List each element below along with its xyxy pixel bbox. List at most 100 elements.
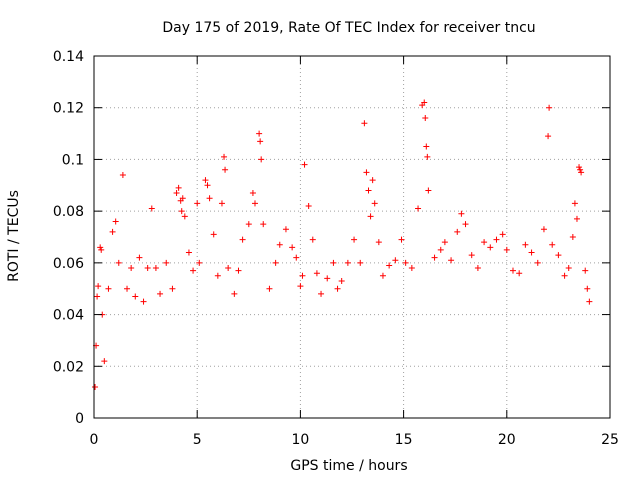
- data-point: [222, 166, 229, 173]
- data-point: [173, 190, 180, 197]
- data-point: [454, 228, 461, 235]
- data-points: [92, 99, 593, 390]
- data-point: [545, 133, 552, 140]
- data-point: [266, 285, 273, 292]
- data-point: [231, 290, 238, 297]
- data-point: [528, 249, 535, 256]
- data-point: [392, 257, 399, 264]
- data-point: [260, 221, 267, 228]
- x-tick-label: 20: [498, 432, 516, 448]
- axis-ticks: 0 5 10 15 20 25 0 0.02 0.04 0.06 0.08 0.1 0.12 0.14: [53, 49, 619, 448]
- plot-frame: [93, 55, 611, 419]
- data-point: [245, 221, 252, 228]
- data-point: [431, 254, 438, 261]
- data-point: [206, 195, 213, 202]
- x-tick-label: 0: [90, 432, 99, 448]
- data-point: [313, 270, 320, 277]
- data-point: [573, 215, 580, 222]
- data-point: [101, 358, 108, 365]
- data-point: [249, 190, 256, 197]
- data-point: [235, 267, 242, 274]
- data-point: [128, 265, 135, 272]
- data-point: [282, 226, 289, 233]
- data-point: [565, 265, 572, 272]
- data-point: [424, 153, 431, 160]
- data-point: [202, 177, 209, 184]
- data-point: [221, 153, 228, 160]
- data-point: [338, 277, 345, 284]
- data-point: [586, 298, 593, 305]
- data-point: [468, 252, 475, 259]
- data-point: [546, 104, 553, 111]
- data-point: [441, 239, 448, 246]
- data-point: [309, 236, 316, 243]
- data-point: [462, 221, 469, 228]
- data-point: [109, 228, 116, 235]
- data-point: [169, 285, 176, 292]
- chart-title: Day 175 of 2019, Rate Of TEC Index for r…: [162, 20, 535, 36]
- data-point: [251, 200, 258, 207]
- x-tick-label: 15: [395, 432, 413, 448]
- data-point: [115, 259, 122, 266]
- y-tick-label: 0.06: [53, 256, 84, 272]
- data-point: [379, 272, 386, 279]
- data-point: [425, 187, 432, 194]
- data-point: [423, 143, 430, 150]
- data-point: [437, 246, 444, 253]
- data-point: [214, 272, 221, 279]
- data-point: [136, 254, 143, 261]
- data-point: [257, 138, 264, 145]
- data-point: [386, 262, 393, 269]
- data-point: [105, 285, 112, 292]
- data-point: [97, 244, 104, 251]
- data-point: [148, 205, 155, 212]
- y-tick-label: 0.08: [53, 204, 84, 220]
- data-point: [95, 283, 102, 290]
- data-point: [571, 200, 578, 207]
- data-point: [578, 169, 585, 176]
- data-point: [256, 130, 263, 137]
- y-tick-label: 0.14: [53, 49, 84, 65]
- data-point: [509, 267, 516, 274]
- data-point: [94, 293, 101, 300]
- data-point: [448, 257, 455, 264]
- data-point: [119, 171, 126, 178]
- data-point: [225, 265, 232, 272]
- data-point: [458, 210, 465, 217]
- data-point: [474, 265, 481, 272]
- data-point: [577, 166, 584, 173]
- data-point: [124, 285, 131, 292]
- data-point: [239, 236, 246, 243]
- data-point: [363, 169, 370, 176]
- data-point: [415, 205, 422, 212]
- data-point: [92, 383, 99, 390]
- data-point: [194, 200, 201, 207]
- data-point: [112, 218, 119, 225]
- data-point: [499, 231, 506, 238]
- data-point: [503, 246, 510, 253]
- data-point: [402, 259, 409, 266]
- data-point: [516, 270, 523, 277]
- data-point: [365, 187, 372, 194]
- data-point: [179, 195, 186, 202]
- data-point: [569, 234, 576, 240]
- data-point: [584, 285, 591, 292]
- data-point: [272, 259, 279, 266]
- data-point: [576, 164, 583, 171]
- data-point: [178, 208, 185, 215]
- data-point: [334, 285, 341, 292]
- data-point: [522, 241, 529, 248]
- data-point: [305, 202, 312, 209]
- data-point: [371, 200, 378, 207]
- data-point: [422, 115, 429, 122]
- data-point: [289, 244, 296, 251]
- data-point: [181, 213, 188, 220]
- data-point: [218, 200, 225, 207]
- data-point: [185, 249, 192, 256]
- y-tick-label: 0: [75, 411, 84, 427]
- data-point: [98, 246, 105, 253]
- y-axis-label: ROTI / TECUs: [6, 190, 22, 282]
- data-point: [190, 267, 197, 274]
- y-tick-label: 0.1: [62, 152, 84, 168]
